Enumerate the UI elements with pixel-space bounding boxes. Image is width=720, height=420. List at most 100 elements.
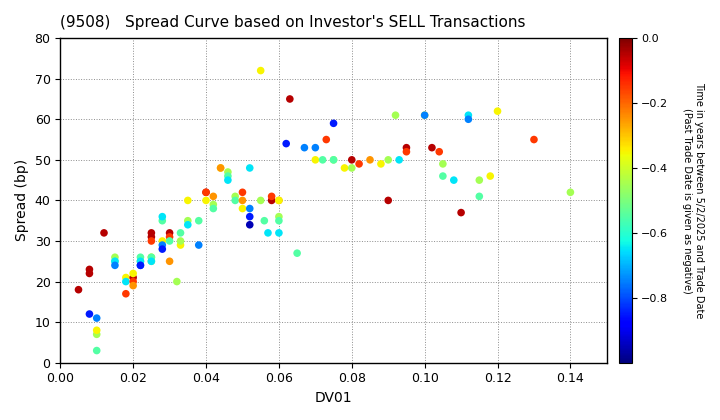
Point bbox=[528, 136, 540, 143]
Point bbox=[135, 262, 146, 269]
Point bbox=[244, 221, 256, 228]
Point bbox=[200, 189, 212, 196]
Point bbox=[109, 258, 121, 265]
Point bbox=[182, 197, 194, 204]
Point bbox=[237, 205, 248, 212]
Point bbox=[135, 258, 146, 265]
Point bbox=[419, 112, 431, 118]
Y-axis label: Spread (bp): Spread (bp) bbox=[15, 159, 29, 242]
Point bbox=[273, 197, 284, 204]
Point bbox=[346, 157, 358, 163]
Point bbox=[299, 144, 310, 151]
Point bbox=[84, 311, 95, 318]
Point bbox=[338, 165, 350, 171]
Point bbox=[437, 173, 449, 179]
Point bbox=[164, 229, 176, 236]
Point bbox=[91, 327, 102, 333]
Point bbox=[230, 197, 241, 204]
Point bbox=[164, 238, 176, 244]
Point bbox=[448, 177, 459, 184]
Point bbox=[182, 221, 194, 228]
Point bbox=[492, 108, 503, 115]
Point bbox=[258, 217, 270, 224]
Point bbox=[222, 177, 234, 184]
Point bbox=[463, 112, 474, 118]
Point bbox=[310, 144, 321, 151]
Point bbox=[91, 331, 102, 338]
Point bbox=[255, 197, 266, 204]
Point bbox=[175, 238, 186, 244]
Point bbox=[400, 148, 412, 155]
Point bbox=[145, 238, 157, 244]
Point bbox=[171, 278, 183, 285]
Point bbox=[354, 160, 365, 167]
Point bbox=[273, 229, 284, 236]
Point bbox=[222, 169, 234, 176]
Point bbox=[273, 217, 284, 224]
Point bbox=[91, 347, 102, 354]
Point bbox=[262, 229, 274, 236]
Point bbox=[390, 112, 401, 118]
Point bbox=[135, 258, 146, 265]
Point bbox=[207, 205, 219, 212]
Point bbox=[237, 189, 248, 196]
Point bbox=[375, 160, 387, 167]
Point bbox=[244, 165, 256, 171]
Point bbox=[175, 241, 186, 248]
Point bbox=[266, 197, 277, 204]
Point bbox=[120, 290, 132, 297]
Point bbox=[207, 201, 219, 208]
Point bbox=[156, 246, 168, 252]
Point bbox=[135, 262, 146, 269]
Point bbox=[419, 112, 431, 118]
Point bbox=[328, 120, 339, 127]
Point bbox=[215, 165, 226, 171]
Point bbox=[145, 229, 157, 236]
Point bbox=[280, 140, 292, 147]
Point bbox=[156, 238, 168, 244]
Point bbox=[244, 213, 256, 220]
Point bbox=[244, 205, 256, 212]
Point bbox=[145, 258, 157, 265]
Point bbox=[564, 189, 576, 196]
Point bbox=[393, 157, 405, 163]
Point bbox=[145, 254, 157, 260]
Point bbox=[433, 148, 445, 155]
Point bbox=[164, 234, 176, 240]
Point bbox=[109, 258, 121, 265]
Point bbox=[474, 193, 485, 200]
Point bbox=[156, 217, 168, 224]
Point bbox=[437, 160, 449, 167]
Point bbox=[346, 165, 358, 171]
Point bbox=[400, 144, 412, 151]
Point bbox=[98, 229, 109, 236]
Point bbox=[73, 286, 84, 293]
Point bbox=[91, 315, 102, 321]
Point bbox=[215, 165, 226, 171]
Point bbox=[463, 116, 474, 123]
Point bbox=[222, 173, 234, 179]
Point bbox=[175, 229, 186, 236]
Point bbox=[84, 266, 95, 273]
Point bbox=[145, 258, 157, 265]
X-axis label: DV01: DV01 bbox=[315, 391, 352, 405]
Point bbox=[328, 157, 339, 163]
Point bbox=[109, 254, 121, 260]
Point bbox=[426, 144, 438, 151]
Point bbox=[382, 157, 394, 163]
Point bbox=[156, 241, 168, 248]
Point bbox=[273, 197, 284, 204]
Y-axis label: Time in years between 5/2/2025 and Trade Date
(Past Trade Date is given as negat: Time in years between 5/2/2025 and Trade… bbox=[683, 82, 704, 319]
Point bbox=[120, 274, 132, 281]
Point bbox=[84, 270, 95, 277]
Point bbox=[127, 270, 139, 277]
Point bbox=[382, 197, 394, 204]
Point bbox=[455, 209, 467, 216]
Point bbox=[120, 278, 132, 285]
Point bbox=[200, 197, 212, 204]
Point bbox=[328, 157, 339, 163]
Point bbox=[109, 262, 121, 269]
Point bbox=[230, 193, 241, 200]
Point bbox=[474, 177, 485, 184]
Point bbox=[135, 254, 146, 260]
